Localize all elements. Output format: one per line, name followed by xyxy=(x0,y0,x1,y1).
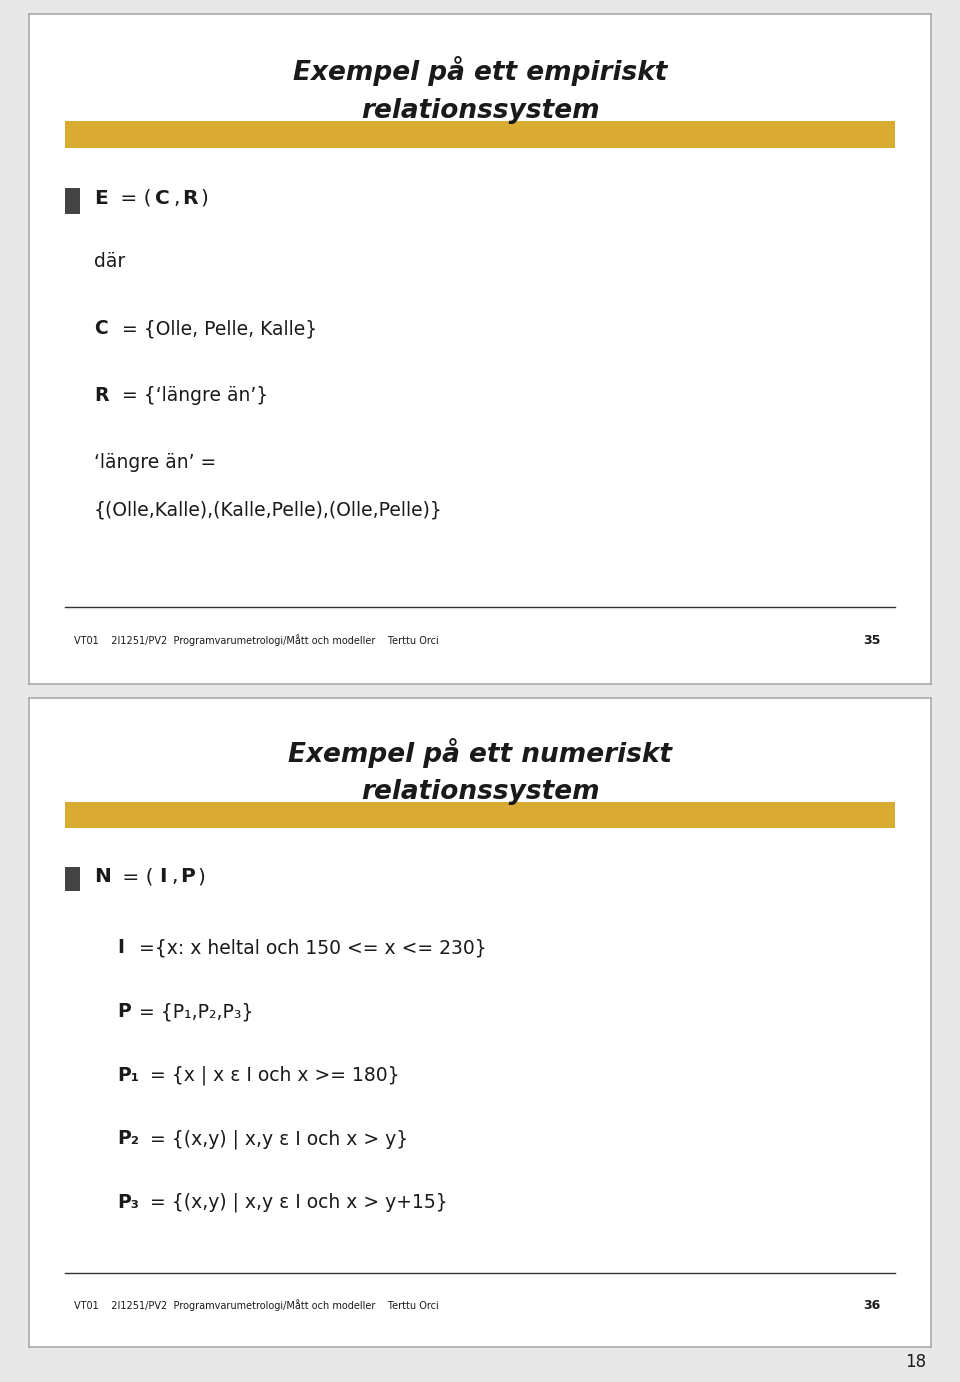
Text: Exempel på ett empiriskt: Exempel på ett empiriskt xyxy=(293,55,667,86)
Text: = {(x,y) | x,y ε I och x > y+15}: = {(x,y) | x,y ε I och x > y+15} xyxy=(144,1193,448,1212)
Text: = (: = ( xyxy=(116,867,154,886)
Text: P₂: P₂ xyxy=(117,1129,139,1148)
Text: 18: 18 xyxy=(905,1353,926,1371)
Text: I: I xyxy=(117,938,124,958)
Text: relationssystem: relationssystem xyxy=(361,98,599,124)
Text: 36: 36 xyxy=(864,1299,880,1312)
Text: = {P₁,P₂,P₃}: = {P₁,P₂,P₃} xyxy=(133,1002,253,1021)
Text: C: C xyxy=(94,319,108,339)
Text: där: där xyxy=(94,253,125,271)
Text: R: R xyxy=(182,189,198,207)
Text: = {x | x ε I och x >= 180}: = {x | x ε I och x >= 180} xyxy=(144,1066,399,1085)
Text: = (: = ( xyxy=(113,189,151,207)
Text: C: C xyxy=(156,189,170,207)
Text: N: N xyxy=(94,867,110,886)
Text: 35: 35 xyxy=(864,634,881,647)
Text: P: P xyxy=(117,1002,131,1021)
Text: relationssystem: relationssystem xyxy=(361,779,599,806)
Text: = {(x,y) | x,y ε I och x > y}: = {(x,y) | x,y ε I och x > y} xyxy=(144,1129,408,1148)
Text: ={x: x heltal och 150 <= x <= 230}: ={x: x heltal och 150 <= x <= 230} xyxy=(133,938,487,958)
Bar xyxy=(65,802,895,828)
Text: = {Olle, Pelle, Kalle}: = {Olle, Pelle, Kalle} xyxy=(116,319,318,339)
Text: E: E xyxy=(94,189,108,207)
Text: Exempel på ett numeriskt: Exempel på ett numeriskt xyxy=(288,738,672,768)
Text: ): ) xyxy=(198,867,205,886)
Bar xyxy=(65,122,895,148)
Bar xyxy=(65,188,81,214)
Text: P₁: P₁ xyxy=(117,1066,139,1085)
Text: VT01    2I1251/PV2  Programvarumetrologi/Mått och modeller    Terttu Orci: VT01 2I1251/PV2 Programvarumetrologi/Måt… xyxy=(74,1299,439,1312)
Text: ‘längre än’ =: ‘längre än’ = xyxy=(94,453,216,473)
Text: ): ) xyxy=(201,189,208,207)
Bar xyxy=(65,867,81,891)
Text: R: R xyxy=(94,387,108,405)
Text: I: I xyxy=(158,867,166,886)
Text: P₃: P₃ xyxy=(117,1193,139,1212)
Text: = {‘längre än’}: = {‘längre än’} xyxy=(116,387,269,405)
Text: ,: , xyxy=(173,189,180,207)
Text: {(Olle,Kalle),(Kalle,Pelle),(Olle,Pelle)}: {(Olle,Kalle),(Kalle,Pelle),(Olle,Pelle)… xyxy=(94,500,443,520)
Text: VT01    2I1251/PV2  Programvarumetrologi/Mått och modeller    Terttu Orci: VT01 2I1251/PV2 Programvarumetrologi/Måt… xyxy=(74,634,439,647)
Text: P: P xyxy=(180,867,195,886)
Text: ,: , xyxy=(172,867,178,886)
